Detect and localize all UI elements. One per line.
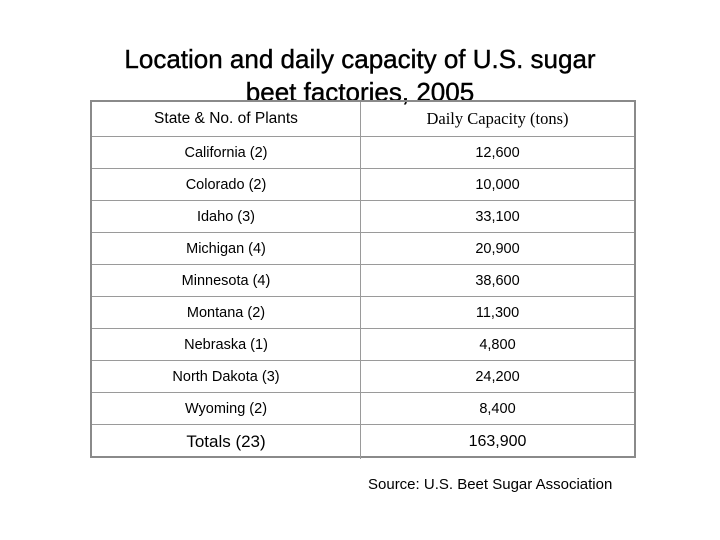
table-row: Colorado (2) 10,000 — [92, 168, 634, 201]
table-row: Minnesota (4) 38,600 — [92, 264, 634, 297]
cell-capacity: 11,300 — [360, 296, 634, 329]
cell-state: Montana (2) — [92, 296, 361, 329]
totals-capacity: 163,900 — [468, 433, 527, 450]
cell-capacity: 4,800 — [360, 328, 634, 361]
table-row: Wyoming (2) 8,400 — [92, 392, 634, 425]
capacity-table-frame: State & No. of Plants Daily Capacity (to… — [90, 100, 636, 459]
cell-capacity: 8,400 — [360, 392, 634, 425]
table-row: Montana (2) 11,300 — [92, 296, 634, 329]
cell-state: Colorado (2) — [92, 168, 361, 201]
cell-capacity: 24,200 — [360, 360, 634, 393]
cell-capacity: 38,600 — [360, 264, 634, 297]
table-row: North Dakota (3) 24,200 — [92, 360, 634, 393]
cell-capacity: 10,000 — [360, 168, 634, 201]
table-header-row: State & No. of Plants Daily Capacity (to… — [92, 102, 634, 137]
cell-capacity: 12,600 — [360, 136, 634, 169]
cell-capacity: 33,100 — [360, 200, 634, 233]
table-row: Nebraska (1) 4,800 — [92, 328, 634, 361]
table-row: California (2) 12,600 — [92, 136, 634, 169]
header-state: State & No. of Plants — [92, 102, 361, 137]
title-line-1: Location and daily capacity of U.S. suga… — [124, 44, 596, 75]
header-capacity: Daily Capacity (tons) — [360, 102, 634, 137]
totals-state: Totals (23) — [92, 424, 361, 459]
cell-state: California (2) — [92, 136, 361, 169]
table-row: Michigan (4) 20,900 — [92, 232, 634, 265]
page-title: Location and daily capacity of U.S. suga… — [0, 43, 720, 109]
cell-state: Nebraska (1) — [92, 328, 361, 361]
source-note: Source: U.S. Beet Sugar Association — [368, 476, 613, 493]
cell-state: Michigan (4) — [92, 232, 361, 265]
table-row: Idaho (3) 33,100 — [92, 200, 634, 233]
cell-state: Minnesota (4) — [92, 264, 361, 297]
cell-state: North Dakota (3) — [92, 360, 361, 393]
cell-state: Idaho (3) — [92, 200, 361, 233]
cell-capacity: 20,900 — [360, 232, 634, 265]
capacity-table: State & No. of Plants Daily Capacity (to… — [92, 102, 634, 459]
totals-row: Totals (23) 163,900 — [92, 424, 634, 459]
cell-state: Wyoming (2) — [92, 392, 361, 425]
